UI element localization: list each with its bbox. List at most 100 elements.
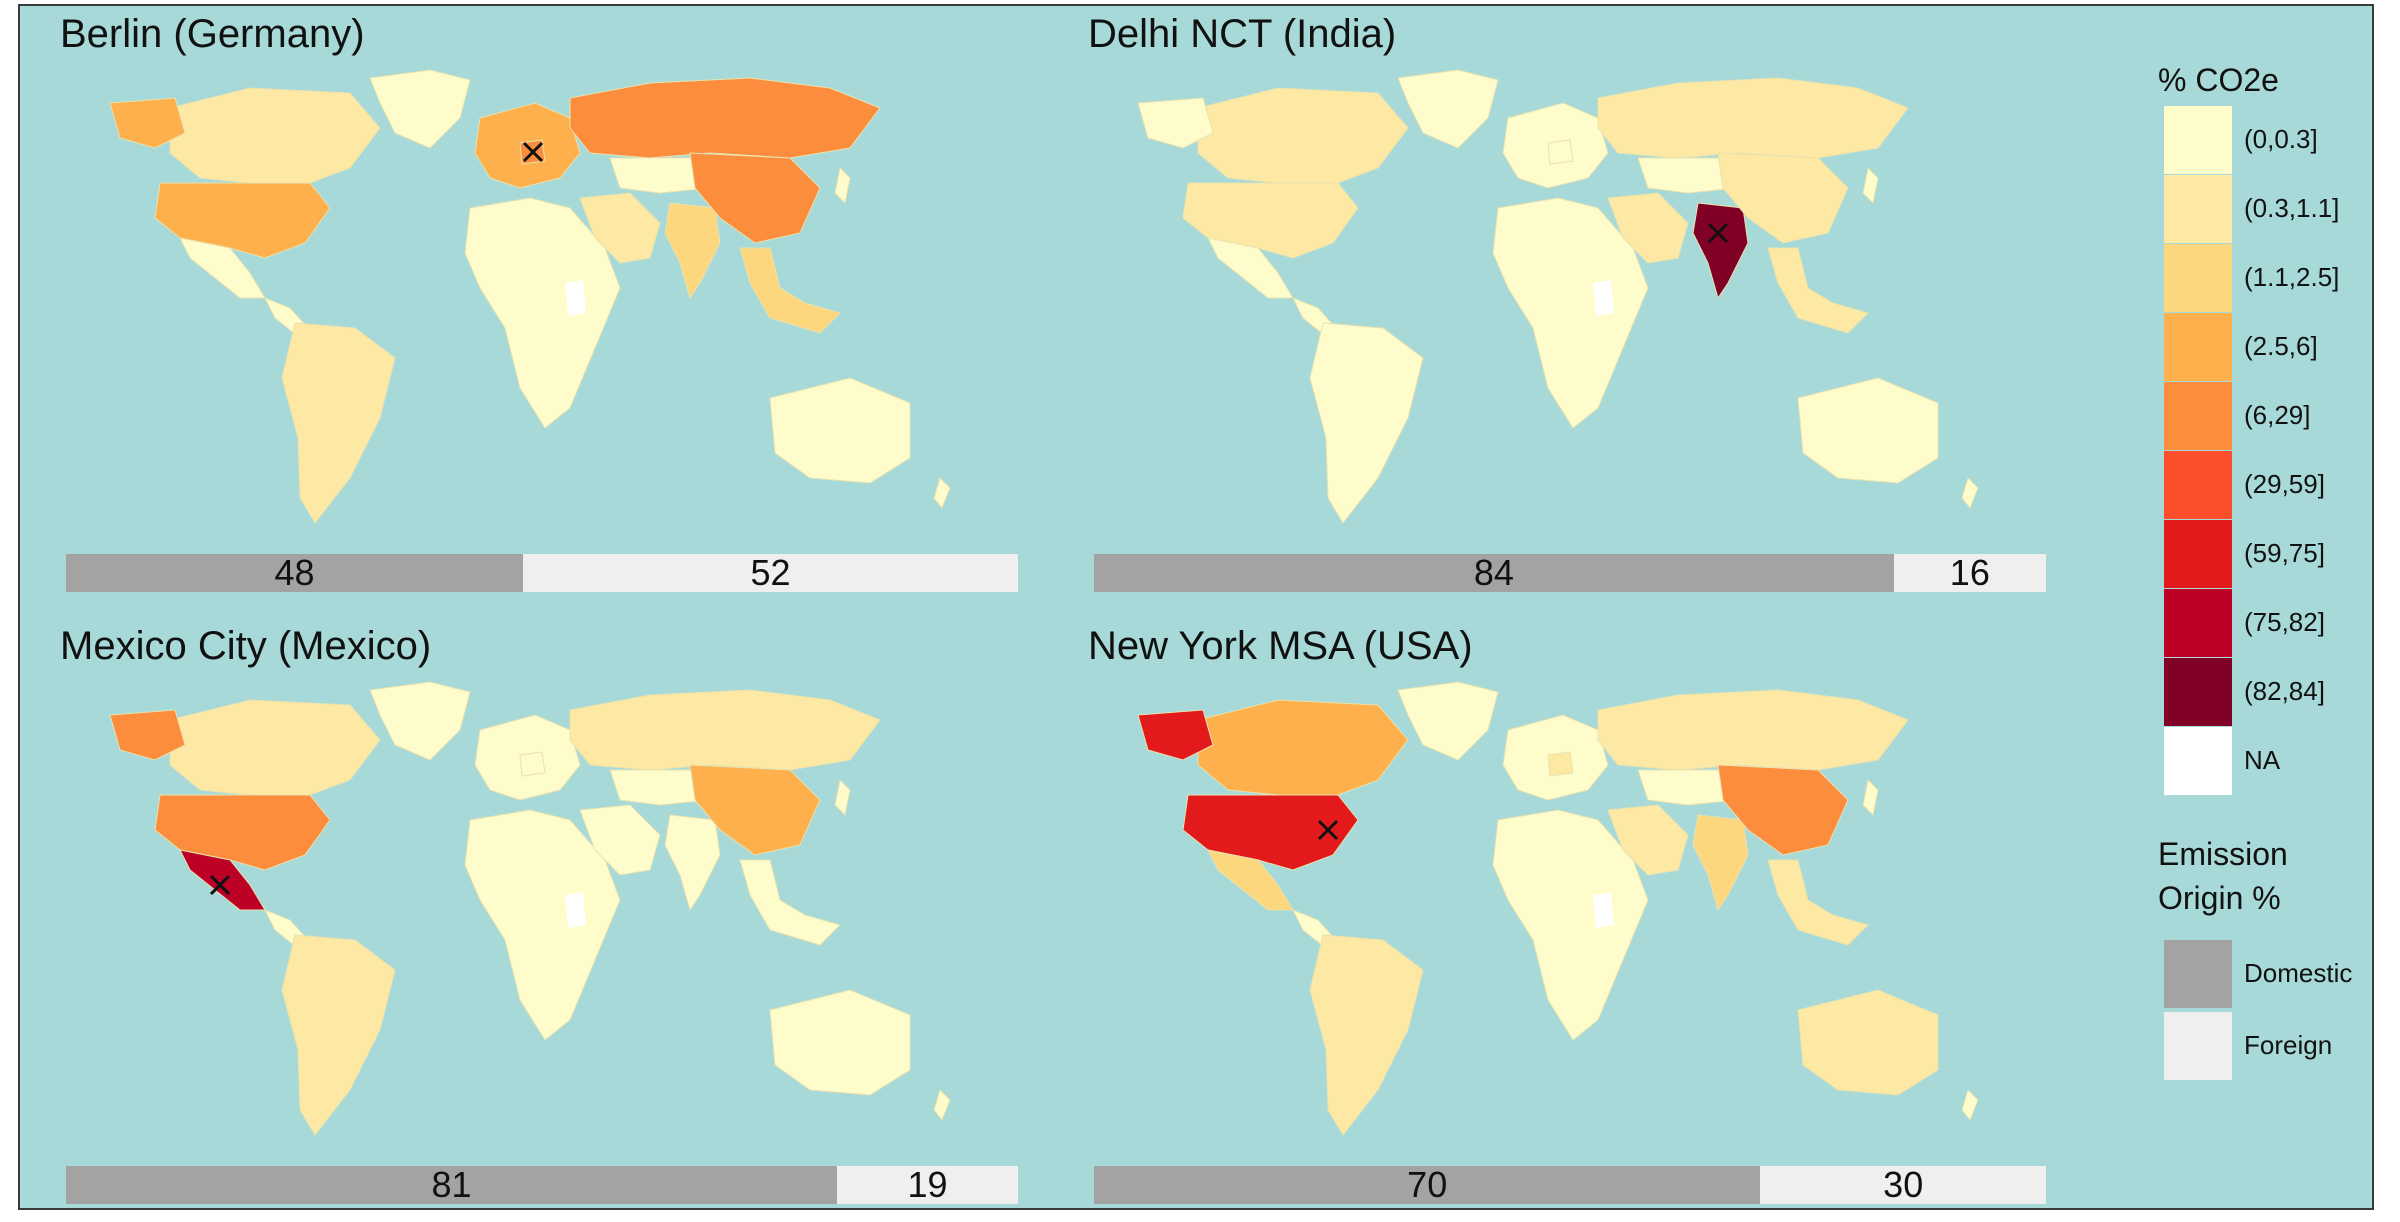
domestic-share-segment: 84 xyxy=(1094,554,1894,592)
emission-origin-bar: 81 19 xyxy=(66,1166,1018,1204)
region-japan xyxy=(1862,778,1879,817)
region-usa xyxy=(1182,182,1359,259)
region-russia xyxy=(569,77,881,159)
region-usa xyxy=(1182,794,1359,871)
region-middle-east xyxy=(1607,804,1689,876)
region-germany xyxy=(1547,751,1574,777)
legend-origin-row: Foreign xyxy=(2164,1012,2374,1080)
region-central-asia xyxy=(609,769,711,806)
emission-origin-bar: 48 52 xyxy=(66,554,1018,592)
region-india xyxy=(1692,814,1749,912)
legend-bin-row: (0,0.3] xyxy=(2164,106,2374,174)
region-china xyxy=(689,764,821,856)
legend: % CO2e (0,0.3] (0.3,1.1] (1.1,2.5] (2.5,6] (… xyxy=(2150,6,2370,1106)
world-map xyxy=(1137,681,1979,1136)
region-japan xyxy=(1862,166,1879,205)
legend-bin-label: (2.5,6] xyxy=(2244,331,2318,361)
region-russia xyxy=(569,689,881,771)
world-map xyxy=(1137,69,1979,524)
legend-bin-row: (82,84] xyxy=(2164,658,2374,726)
city-marker xyxy=(209,874,231,896)
legend-origin-label: Domestic xyxy=(2244,958,2353,988)
region-middle-east xyxy=(1607,192,1689,264)
region-australia xyxy=(1797,989,1939,1096)
region-no-data xyxy=(565,280,586,316)
legend-bin-label: (75,82] xyxy=(2244,607,2325,637)
legend-swatch xyxy=(2164,658,2232,726)
foreign-share-segment: 30 xyxy=(1760,1166,2046,1204)
region-alaska xyxy=(1137,709,1214,761)
region-nz xyxy=(1961,477,1979,509)
region-south-america xyxy=(281,322,396,524)
map-panel-delhi: Delhi NCT (India) 84 16 xyxy=(1048,6,2048,610)
region-no-data xyxy=(565,892,586,928)
region-africa xyxy=(464,197,621,429)
region-greenland xyxy=(1397,681,1499,761)
map-panel-new-york: New York MSA (USA) 70 30 xyxy=(1048,618,2048,1222)
legend-swatch xyxy=(2164,520,2232,588)
emission-origin-bar: 84 16 xyxy=(1094,554,2046,592)
region-greenland xyxy=(1397,69,1499,149)
legend-bin-row: (2.5,6] xyxy=(2164,313,2374,381)
region-india xyxy=(1692,202,1749,300)
region-middle-east xyxy=(579,192,661,264)
legend-bin-label: (0.3,1.1] xyxy=(2244,193,2340,223)
region-australia xyxy=(769,377,911,484)
world-map xyxy=(109,69,951,524)
legend-swatch xyxy=(2164,106,2232,174)
domestic-share-segment: 70 xyxy=(1094,1166,1761,1204)
legend-swatch xyxy=(2164,175,2232,243)
region-se-asia xyxy=(1767,859,1869,946)
region-china xyxy=(689,152,821,244)
region-japan xyxy=(834,166,851,205)
region-alaska xyxy=(1137,97,1214,149)
foreign-share-segment: 19 xyxy=(837,1166,1018,1204)
legend-swatch xyxy=(2164,589,2232,657)
region-mexico xyxy=(179,849,266,911)
region-central-asia xyxy=(1637,157,1739,194)
region-china xyxy=(1717,152,1849,244)
legend-title-origin-line2: Origin % xyxy=(2158,880,2281,916)
legend-title-co2: % CO2e xyxy=(2158,62,2279,98)
region-africa xyxy=(1492,197,1649,429)
region-greenland xyxy=(369,681,471,761)
region-alaska xyxy=(109,709,186,761)
panel-title: Mexico City (Mexico) xyxy=(60,624,432,668)
city-marker xyxy=(1317,819,1339,841)
region-russia xyxy=(1597,77,1909,159)
region-central-asia xyxy=(609,157,711,194)
figure: Berlin (Germany) 48 52 Delhi NCT (India)… xyxy=(18,4,2374,1210)
legend-bin-label: (1.1,2.5] xyxy=(2244,262,2340,292)
map-panel-mexico-city: Mexico City (Mexico) 81 19 xyxy=(20,618,1020,1222)
panel-title: Berlin (Germany) xyxy=(60,12,365,56)
legend-bin-label: (29,59] xyxy=(2244,469,2325,499)
legend-title-origin-line1: Emission xyxy=(2158,836,2288,872)
domestic-share-segment: 48 xyxy=(66,554,523,592)
legend-bin-row: (6,29] xyxy=(2164,382,2374,450)
region-mexico xyxy=(1207,849,1294,911)
region-no-data xyxy=(1593,280,1614,316)
region-germany xyxy=(1547,139,1574,165)
legend-bin-row: (75,82] xyxy=(2164,589,2374,657)
region-north-america xyxy=(1197,699,1409,796)
region-greenland xyxy=(369,69,471,149)
region-germany xyxy=(519,751,546,777)
region-se-asia xyxy=(739,247,841,334)
legend-bin-label: NA xyxy=(2244,745,2281,775)
region-nz xyxy=(1961,1089,1979,1121)
legend-bin-label: (0,0.3] xyxy=(2244,124,2318,154)
region-india xyxy=(664,814,721,912)
region-japan xyxy=(834,778,851,817)
region-nz xyxy=(933,1089,951,1121)
region-central-asia xyxy=(1637,769,1739,806)
region-mexico xyxy=(179,237,266,299)
panel-title: Delhi NCT (India) xyxy=(1088,12,1397,56)
legend-swatch xyxy=(2164,244,2232,312)
region-no-data xyxy=(1593,892,1614,928)
region-middle-east xyxy=(579,804,661,876)
city-marker xyxy=(522,141,544,163)
legend-bin-row: (59,75] xyxy=(2164,520,2374,588)
region-usa xyxy=(154,794,331,871)
region-russia xyxy=(1597,689,1909,771)
region-australia xyxy=(1797,377,1939,484)
